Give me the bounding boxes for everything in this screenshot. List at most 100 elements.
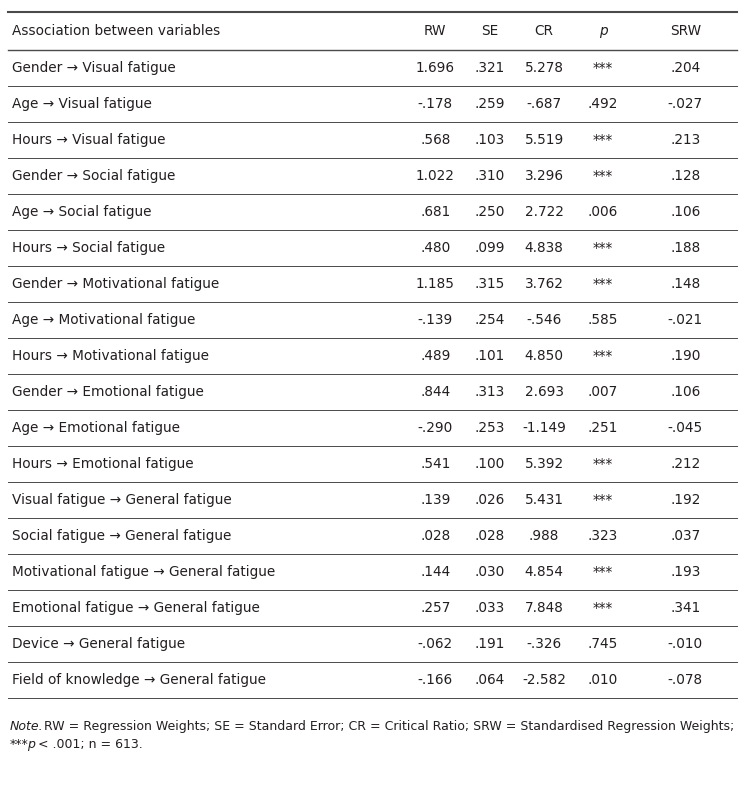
Text: 5.392: 5.392 [524, 457, 564, 471]
Text: .030: .030 [475, 565, 504, 579]
Text: .191: .191 [475, 637, 504, 651]
Text: Association between variables: Association between variables [12, 24, 221, 38]
Text: .313: .313 [475, 385, 504, 399]
Text: ***: *** [593, 277, 613, 291]
Text: .341: .341 [670, 601, 700, 615]
Text: Hours → Social fatigue: Hours → Social fatigue [12, 241, 165, 255]
Text: Hours → Visual fatigue: Hours → Visual fatigue [12, 133, 165, 147]
Text: RW = Regression Weights; SE = Standard Error; CR = Critical Ratio; SRW = Standar: RW = Regression Weights; SE = Standard E… [40, 720, 735, 733]
Text: Age → Emotional fatigue: Age → Emotional fatigue [12, 421, 180, 435]
Text: -.027: -.027 [668, 97, 703, 111]
Text: .745: .745 [588, 637, 618, 651]
Text: 4.854: 4.854 [524, 565, 564, 579]
Text: Device → General fatigue: Device → General fatigue [12, 637, 185, 651]
Text: .251: .251 [588, 421, 618, 435]
Text: 7.848: 7.848 [524, 601, 564, 615]
Text: -.546: -.546 [527, 313, 562, 327]
Text: Age → Motivational fatigue: Age → Motivational fatigue [12, 313, 195, 327]
Text: .213: .213 [670, 133, 700, 147]
Text: .541: .541 [420, 457, 451, 471]
Text: ***: *** [593, 241, 613, 255]
Text: ***: *** [593, 61, 613, 75]
Text: Emotional fatigue → General fatigue: Emotional fatigue → General fatigue [12, 601, 260, 615]
Text: -.010: -.010 [668, 637, 703, 651]
Text: Note.: Note. [10, 720, 44, 733]
Text: .253: .253 [475, 421, 504, 435]
Text: .310: .310 [475, 169, 504, 183]
Text: .028: .028 [420, 529, 450, 543]
Text: 3.296: 3.296 [524, 169, 564, 183]
Text: Hours → Emotional fatigue: Hours → Emotional fatigue [12, 457, 194, 471]
Text: Social fatigue → General fatigue: Social fatigue → General fatigue [12, 529, 232, 543]
Text: .193: .193 [670, 565, 700, 579]
Text: -.178: -.178 [418, 97, 453, 111]
Text: Hours → Motivational fatigue: Hours → Motivational fatigue [12, 349, 209, 363]
Text: .033: .033 [475, 601, 504, 615]
Text: ***: *** [10, 738, 29, 751]
Text: -.139: -.139 [417, 313, 453, 327]
Text: Age → Visual fatigue: Age → Visual fatigue [12, 97, 152, 111]
Text: Visual fatigue → General fatigue: Visual fatigue → General fatigue [12, 493, 232, 507]
Text: -2.582: -2.582 [522, 673, 566, 687]
Text: .064: .064 [475, 673, 504, 687]
Text: .028: .028 [475, 529, 504, 543]
Text: .212: .212 [670, 457, 700, 471]
Text: .489: .489 [420, 349, 451, 363]
Text: 1.696: 1.696 [416, 61, 454, 75]
Text: Gender → Motivational fatigue: Gender → Motivational fatigue [12, 277, 219, 291]
Text: Age → Social fatigue: Age → Social fatigue [12, 205, 151, 219]
Text: ***: *** [593, 493, 613, 507]
Text: .037: .037 [670, 529, 700, 543]
Text: .148: .148 [670, 277, 700, 291]
Text: .139: .139 [420, 493, 451, 507]
Text: .492: .492 [588, 97, 618, 111]
Text: p: p [598, 24, 607, 38]
Text: .988: .988 [529, 529, 559, 543]
Text: .188: .188 [670, 241, 700, 255]
Text: .106: .106 [670, 205, 700, 219]
Text: 3.762: 3.762 [524, 277, 564, 291]
Text: -.326: -.326 [527, 637, 562, 651]
Text: -.166: -.166 [418, 673, 453, 687]
Text: SE: SE [481, 24, 498, 38]
Text: -.687: -.687 [527, 97, 562, 111]
Text: -.078: -.078 [668, 673, 703, 687]
Text: .006: .006 [588, 205, 618, 219]
Text: .844: .844 [420, 385, 450, 399]
Text: 5.519: 5.519 [524, 133, 564, 147]
Text: ***: *** [593, 565, 613, 579]
Text: .323: .323 [588, 529, 618, 543]
Text: .192: .192 [670, 493, 700, 507]
Text: Gender → Social fatigue: Gender → Social fatigue [12, 169, 175, 183]
Text: Motivational fatigue → General fatigue: Motivational fatigue → General fatigue [12, 565, 275, 579]
Text: .026: .026 [475, 493, 504, 507]
Text: 5.431: 5.431 [524, 493, 564, 507]
Text: .103: .103 [475, 133, 504, 147]
Text: .144: .144 [420, 565, 450, 579]
Text: Gender → Visual fatigue: Gender → Visual fatigue [12, 61, 176, 75]
Text: .257: .257 [420, 601, 451, 615]
Text: -.062: -.062 [418, 637, 453, 651]
Text: RW: RW [424, 24, 446, 38]
Text: .315: .315 [475, 277, 504, 291]
Text: 2.693: 2.693 [524, 385, 564, 399]
Text: .681: .681 [420, 205, 450, 219]
Text: 4.850: 4.850 [524, 349, 564, 363]
Text: Gender → Emotional fatigue: Gender → Emotional fatigue [12, 385, 204, 399]
Text: 1.022: 1.022 [416, 169, 454, 183]
Text: < .001; n = 613.: < .001; n = 613. [34, 738, 143, 751]
Text: p: p [27, 738, 35, 751]
Text: 1.185: 1.185 [416, 277, 454, 291]
Text: -.045: -.045 [668, 421, 703, 435]
Text: .101: .101 [475, 349, 504, 363]
Text: SRW: SRW [670, 24, 701, 38]
Text: .128: .128 [670, 169, 700, 183]
Text: .250: .250 [475, 205, 504, 219]
Text: .321: .321 [475, 61, 504, 75]
Text: CR: CR [535, 24, 554, 38]
Text: ***: *** [593, 169, 613, 183]
Text: .568: .568 [420, 133, 451, 147]
Text: 2.722: 2.722 [524, 205, 564, 219]
Text: 4.838: 4.838 [524, 241, 564, 255]
Text: .254: .254 [475, 313, 504, 327]
